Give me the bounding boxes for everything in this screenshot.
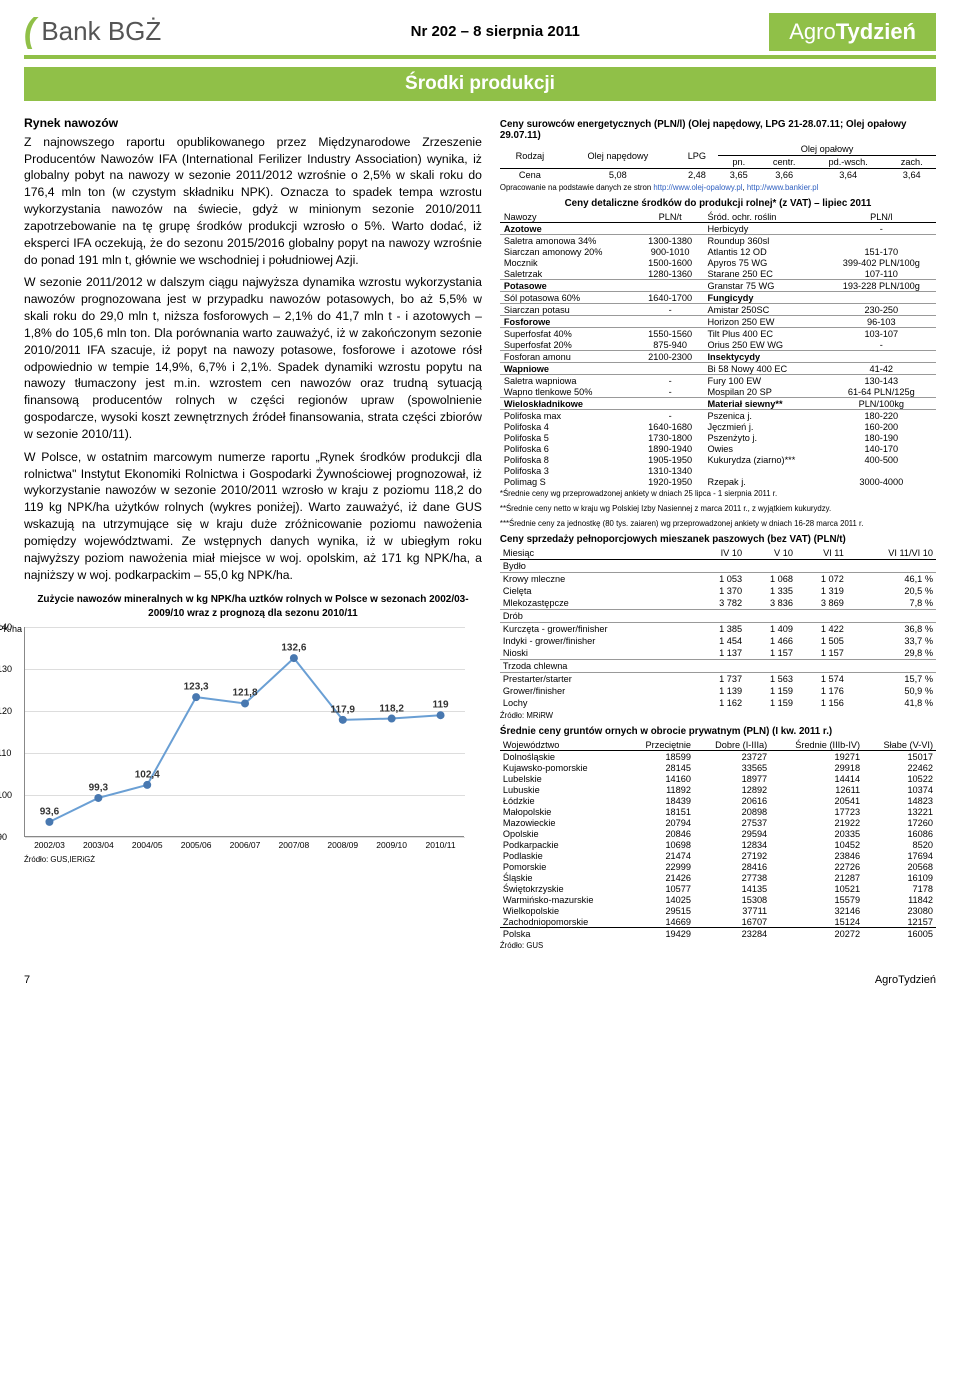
article-p3: W Polsce, w ostatnim marcowym numerze ra… [24,449,482,584]
col-oo: Olej opałowy [718,143,936,156]
bank-icon: ( [24,12,35,51]
chart-caption: Zużycie nawozów mineralnych w kg NPK/ha … [24,593,482,621]
land-source: Źródło: GUS [500,941,936,950]
fert-fn1: *Średnie ceny wg przeprowadzonej ankiety… [500,489,936,498]
fertilizer-chart: kg NPK/ha 901001101201301402002/032003/0… [24,627,464,837]
footer-brand: AgroTydzień [875,974,936,986]
energy-source: Opracowanie na podstawie danych ze stron… [500,183,936,192]
fert-fn3: ***Średnie ceny za jednostkę (80 tys. za… [500,519,936,528]
feed-title: Ceny sprzedaży pełnoporcjowych mieszanek… [500,534,936,545]
fert-table: Nawozy PLN/t Śród. ochr. roślin PLN/l Az… [500,211,936,487]
energy-title: Ceny surowców energetycznych (PLN/l) (Ol… [500,119,936,141]
feed-table: MiesiącIV 10V 10VI 11VI 11/VI 10BydłoKro… [500,547,936,709]
section-title: Środki produkcji [24,67,936,101]
logo-text: Bank BGŻ [41,16,161,47]
land-title: Średnie ceny gruntów ornych w obrocie pr… [500,726,936,737]
feed-source: Źródło: MRiRW [500,711,936,720]
col-rodzaj: Rodzaj [500,143,560,169]
energy-table: Rodzaj Olej napędowy LPG Olej opałowy pn… [500,143,936,181]
article-column: Rynek nawozów Z najnowszego raportu opub… [24,115,482,956]
col-lpg: LPG [676,143,718,169]
brand-light: Agro [789,19,835,44]
col-on: Olej napędowy [560,143,676,169]
issue-number: Nr 202 – 8 sierpnia 2011 [411,23,580,40]
page-header: ( Bank BGŻ Nr 202 – 8 sierpnia 2011 Agro… [24,12,936,59]
fert-title: Ceny detaliczne środków do produkcji rol… [500,198,936,209]
page-footer: 7 AgroTydzień [24,974,936,986]
article-heading: Rynek nawozów [24,115,482,132]
article-p2: W sezonie 2011/2012 w dalszym ciągu najw… [24,274,482,442]
chart-source: Źródło: GUS,IERiGŻ [24,855,482,866]
logo: ( Bank BGŻ [24,12,161,51]
page-number: 7 [24,974,30,986]
article-p1: Z najnowszego raportu opublikowanego prz… [24,134,482,269]
data-column: Ceny surowców energetycznych (PLN/l) (Ol… [500,115,936,956]
land-table: WojewództwoPrzeciętnieDobre (I-IIIa)Śred… [500,739,936,939]
brand-bold: Tydzień [836,19,916,44]
fert-fn2: **Średnie ceny netto w kraju wg Polskiej… [500,504,936,513]
brand-box: AgroTydzień [769,13,936,51]
